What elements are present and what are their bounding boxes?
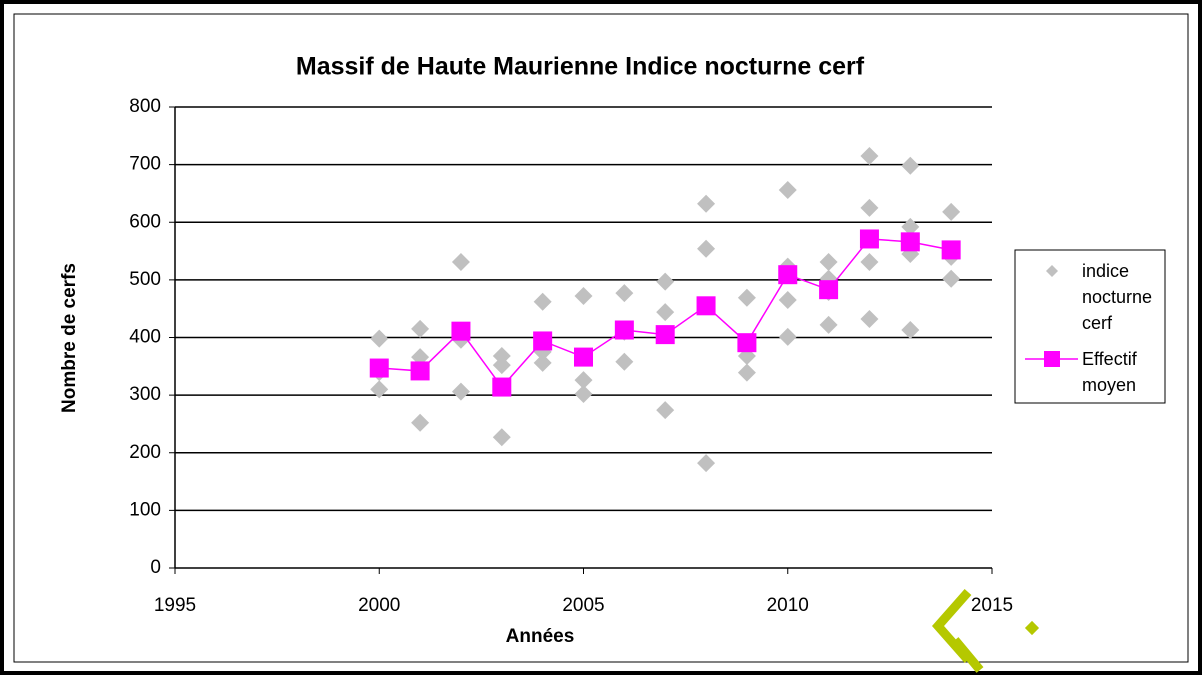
y-tick-label: 300: [129, 384, 161, 405]
data-point: [451, 382, 470, 401]
data-point: [492, 428, 511, 447]
data-point: [697, 239, 716, 258]
data-point: [860, 198, 879, 217]
data-point: [656, 303, 675, 322]
data-point: [615, 284, 634, 303]
data-point: [533, 353, 552, 372]
data-point: [819, 315, 838, 334]
x-axis-label: Années: [506, 626, 575, 647]
logo: [931, 589, 984, 673]
data-point: [778, 327, 797, 346]
y-tick-label: 100: [129, 499, 161, 520]
legend-marker: [1046, 265, 1058, 277]
data-point: [369, 358, 389, 378]
data-point: [656, 272, 675, 291]
y-tick-label: 200: [129, 442, 161, 463]
data-point: [492, 356, 511, 375]
data-point: [942, 202, 961, 221]
logo-stroke: [951, 637, 984, 673]
x-tick-label: 2005: [562, 595, 604, 616]
legend-label: indice nocturne cerf: [1082, 261, 1153, 333]
x-tick-label: 2000: [358, 595, 400, 616]
data-point: [370, 329, 389, 348]
data-point: [737, 333, 757, 353]
legend-marker: [1044, 351, 1060, 367]
y-tick-label: 700: [129, 154, 161, 175]
legend-box: [1014, 249, 1166, 404]
data-point: [819, 253, 838, 272]
data-point: [860, 253, 879, 272]
data-point: [533, 292, 552, 311]
data-point: [942, 269, 961, 288]
data-point: [656, 401, 675, 420]
data-point: [574, 287, 593, 306]
data-point: [900, 232, 920, 252]
data-point: [411, 319, 430, 338]
x-tick-label: 1995: [154, 595, 196, 616]
y-tick-label: 0: [150, 557, 161, 578]
x-tick-label: 2015: [971, 595, 1013, 616]
data-point: [737, 363, 756, 382]
data-point: [574, 384, 593, 403]
y-axis-label: Nombre de cerfs: [59, 263, 80, 413]
data-point: [615, 352, 634, 371]
data-point: [778, 265, 798, 285]
data-point: [574, 371, 593, 390]
data-point: [860, 146, 879, 165]
data-point: [860, 310, 879, 329]
data-point: [941, 240, 961, 260]
legend-label: Effectif moyen: [1082, 349, 1137, 395]
data-point: [410, 361, 430, 381]
data-point: [655, 325, 675, 345]
y-tick-label: 800: [129, 96, 161, 117]
data-point: [696, 296, 716, 316]
chart-frame: [13, 13, 1189, 663]
data-point: [492, 377, 512, 397]
data-point: [819, 280, 839, 300]
data-point: [492, 346, 511, 365]
data-point: [697, 454, 716, 473]
data-point: [697, 194, 716, 213]
x-tick-label: 2010: [767, 595, 809, 616]
data-point: [370, 380, 389, 399]
data-point: [737, 288, 756, 307]
logo-dot: [1024, 620, 1040, 636]
data-point: [411, 413, 430, 432]
data-point: [451, 321, 471, 341]
data-point: [778, 180, 797, 199]
data-point: [614, 320, 634, 340]
y-tick-label: 500: [129, 269, 161, 290]
data-point: [901, 156, 920, 175]
data-point: [533, 331, 553, 351]
y-tick-label: 400: [129, 327, 161, 348]
data-point: [901, 217, 920, 236]
data-point: [778, 291, 797, 310]
y-tick-label: 600: [129, 211, 161, 232]
data-point: [451, 253, 470, 272]
data-point: [574, 347, 593, 367]
chart-title: Massif de Haute Maurienne Indice nocturn…: [296, 53, 865, 81]
data-point: [901, 321, 920, 340]
data-point: [859, 229, 879, 249]
